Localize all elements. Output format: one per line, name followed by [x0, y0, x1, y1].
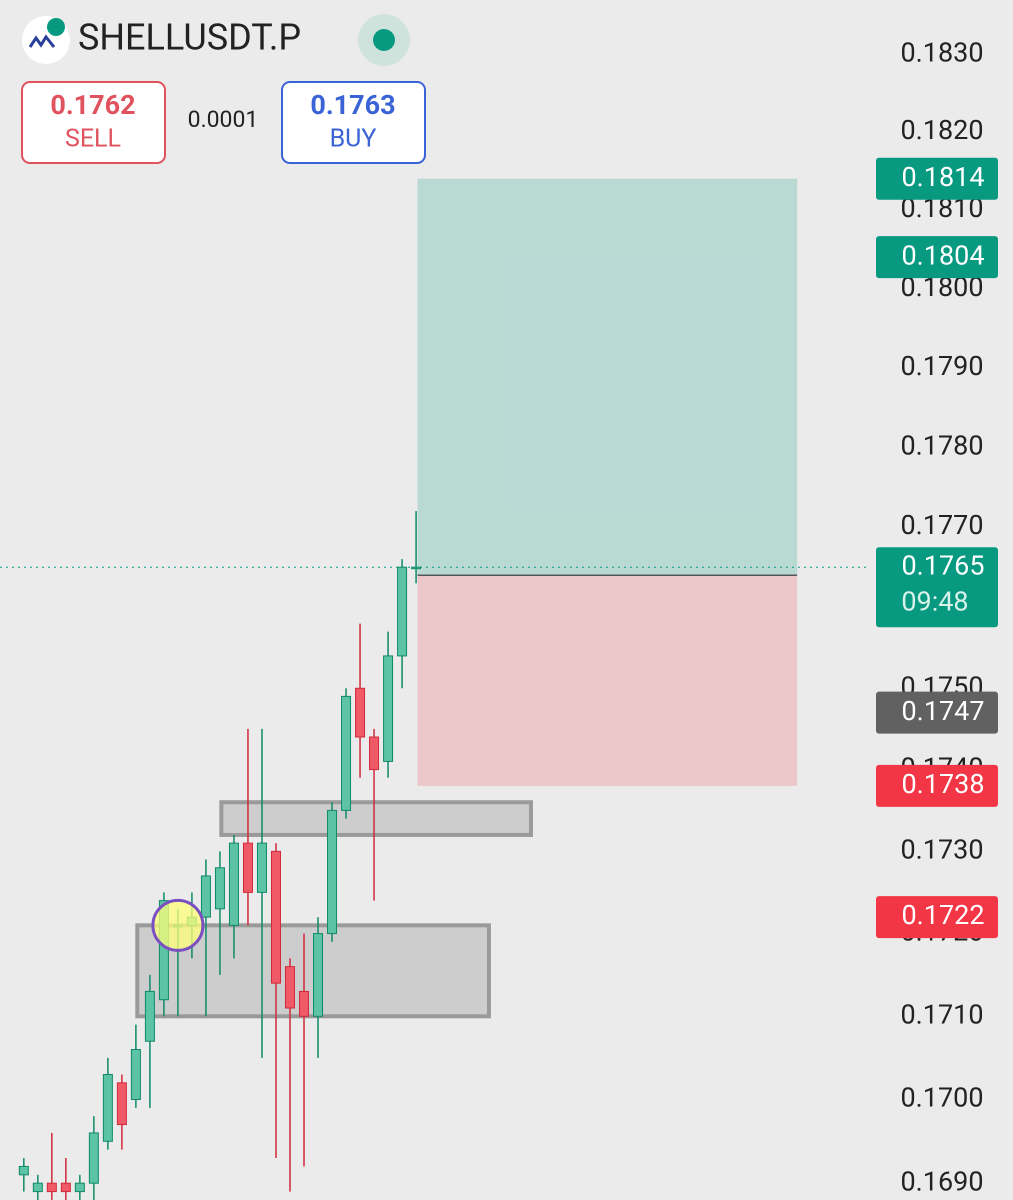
candle-body — [88, 1132, 99, 1184]
y-tick-label: 0.1780 — [901, 429, 984, 461]
sell-button[interactable]: 0.1762 SELL — [21, 81, 166, 164]
candle-body — [116, 1082, 127, 1126]
symbol-title[interactable]: SHELLUSDT.P — [78, 17, 301, 59]
candle-body — [60, 1182, 71, 1193]
status-dot — [373, 29, 395, 51]
candle-body — [299, 990, 310, 1017]
symbol-logo-mark — [28, 34, 56, 48]
y-tick-label: 0.1790 — [901, 350, 984, 382]
candle-body — [383, 655, 394, 762]
candle-body — [341, 695, 352, 811]
y-tick-label: 0.1830 — [901, 36, 984, 68]
candle-body — [242, 842, 253, 893]
buy-label[interactable]: BUY — [330, 125, 377, 154]
candle-body — [130, 1049, 141, 1101]
candle-body — [256, 842, 267, 893]
level-badge: 0.1722 — [902, 899, 985, 931]
candle-body — [144, 990, 155, 1042]
y-tick-label: 0.1710 — [901, 998, 984, 1030]
level-badge: 0.1804 — [902, 239, 985, 271]
candle-body — [32, 1182, 43, 1193]
candle-body — [18, 1165, 29, 1176]
countdown: 09:48 — [901, 585, 968, 617]
y-tick-label: 0.1770 — [901, 509, 984, 541]
y-tick-label: 0.1700 — [901, 1082, 984, 1114]
last-price-badge: 0.1765 — [902, 549, 985, 581]
buy-price[interactable]: 0.1763 — [310, 89, 395, 121]
profit-zone — [417, 178, 798, 576]
y-tick-label: 0.1690 — [901, 1165, 984, 1197]
loss-zone — [417, 575, 798, 786]
y-tick-label: 0.1730 — [901, 833, 984, 865]
header: SHELLUSDT.P 0.1762 SELL 0.0001 0.1763 BU… — [21, 14, 426, 164]
level-badge-bg — [876, 691, 998, 734]
target-badge-bg — [876, 157, 998, 200]
candle-body — [369, 736, 380, 771]
buy-button[interactable]: 0.1763 BUY — [281, 81, 426, 164]
level-badge-bg — [876, 896, 998, 939]
stop-badge-bg — [876, 764, 998, 807]
candle-body — [102, 1073, 113, 1142]
candle-body — [327, 809, 338, 935]
candle-body — [285, 966, 295, 1009]
candle-body — [270, 850, 281, 984]
zone — [219, 800, 533, 837]
highlight-marker — [151, 898, 205, 952]
candle-body — [158, 900, 169, 1001]
candle-body — [397, 566, 408, 657]
candle-body — [228, 842, 239, 926]
sell-price[interactable]: 0.1762 — [50, 89, 135, 121]
stop-badge: 0.1738 — [902, 768, 985, 800]
candle-body — [214, 867, 225, 910]
sell-box[interactable] — [21, 81, 166, 164]
buy-box[interactable] — [281, 81, 426, 164]
candle-body — [200, 875, 211, 918]
candle-body — [74, 1182, 85, 1193]
level-badge-bg — [876, 236, 998, 279]
symbol-logo-badge — [47, 18, 65, 36]
level-badge: 0.1747 — [902, 695, 985, 727]
spread: 0.0001 — [188, 106, 259, 133]
candle-body — [313, 933, 324, 1017]
sell-label[interactable]: SELL — [65, 125, 121, 154]
last-price-badge-bg — [876, 547, 998, 628]
candle-body — [355, 687, 366, 738]
candle-body — [46, 1182, 57, 1193]
target-badge: 0.1814 — [902, 161, 985, 193]
candle-body — [411, 566, 422, 570]
y-tick-label: 0.1820 — [901, 114, 984, 146]
